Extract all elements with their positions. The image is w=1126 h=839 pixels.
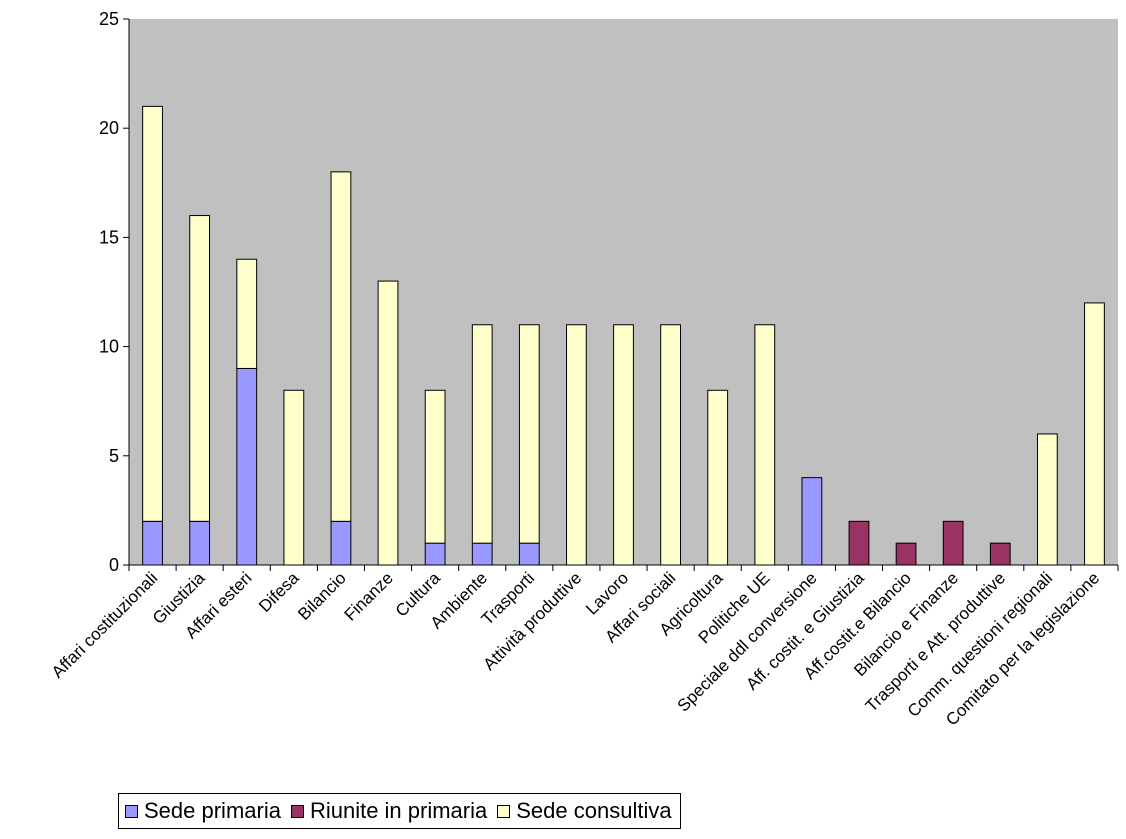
- bar-politiche-ue-sede-consultiva: [754, 324, 776, 566]
- y-tick-label: 10: [99, 337, 119, 357]
- y-tick-label: 0: [109, 555, 119, 575]
- y-tick-label: 20: [99, 118, 119, 138]
- y-tick-label: 25: [99, 9, 119, 29]
- bar-speciale-ddl-conversione-sede-primaria: [801, 477, 823, 566]
- bar-trasporti-sede-primaria: [518, 542, 540, 566]
- bar-cultura-sede-consultiva: [424, 389, 446, 544]
- bar-lavoro-sede-consultiva: [613, 324, 634, 566]
- bar-trasporti-e-att-produttive-riunite-in-primaria: [989, 542, 1011, 566]
- legend-label-sede-primaria: Sede primaria: [144, 798, 281, 823]
- bar-aff-costit-e-giustizia-riunite-in-primaria: [848, 520, 870, 566]
- bar-affari-costituzionali-sede-consultiva: [142, 105, 163, 522]
- bar-bilancio-e-finanze-riunite-in-primaria: [942, 520, 964, 566]
- bar-finanze-sede-consultiva: [377, 280, 399, 566]
- bars: [142, 105, 1105, 566]
- bar-trasporti-sede-consultiva: [518, 324, 540, 544]
- legend-swatch-riunite-in-primaria: [290, 804, 304, 818]
- legend-item-riunite-in-primaria: Riunite in primaria: [290, 798, 488, 824]
- bar-giustizia-sede-consultiva: [189, 215, 211, 522]
- legend-swatch-sede-primaria: [125, 804, 138, 818]
- bar-agricoltura-sede-consultiva: [707, 389, 729, 566]
- legend: Sede primaria Riunite in primaria Sede c…: [118, 793, 681, 829]
- bar-giustizia-sede-primaria: [189, 520, 211, 566]
- bar-affari-esteri-sede-consultiva: [236, 258, 258, 369]
- legend-item-sede-consultiva: Sede consultiva: [497, 798, 672, 824]
- bar-ambiente-sede-consultiva: [471, 324, 493, 544]
- bar-comm-questioni-regionali-sede-consultiva: [1036, 433, 1058, 566]
- bar-aff-costit-e-bilancio-riunite-in-primaria: [895, 542, 917, 566]
- bar-attivita-produttive-sede-consultiva: [566, 324, 587, 566]
- legend-label-sede-consultiva: Sede consultiva: [516, 798, 672, 823]
- legend-swatch-sede-consultiva: [497, 804, 511, 818]
- y-tick-label: 15: [99, 227, 119, 247]
- bar-affari-sociali-sede-consultiva: [660, 324, 681, 566]
- bar-bilancio-sede-primaria: [330, 520, 352, 566]
- y-tick-label: 5: [109, 446, 119, 466]
- bar-ambiente-sede-primaria: [471, 542, 493, 566]
- bar-comitato-per-la-legislazione-sede-consultiva: [1084, 302, 1105, 566]
- legend-item-sede-primaria: Sede primaria: [125, 798, 281, 824]
- x-tick-label: Finanze: [341, 568, 397, 624]
- bar-cultura-sede-primaria: [424, 542, 446, 566]
- bar-bilancio-sede-consultiva: [330, 171, 352, 522]
- legend-label-riunite-in-primaria: Riunite in primaria: [309, 798, 488, 823]
- x-tick-label: Bilancio: [294, 568, 350, 624]
- bar-difesa-sede-consultiva: [283, 389, 305, 566]
- x-tick-label: Affari costituzionali: [48, 568, 161, 681]
- bar-affari-costituzionali-sede-primaria: [142, 520, 163, 566]
- y-axis: 0 5 10 15 20 25: [99, 9, 130, 575]
- x-axis: [128, 564, 1119, 571]
- bar-affari-esteri-sede-primaria: [236, 367, 258, 566]
